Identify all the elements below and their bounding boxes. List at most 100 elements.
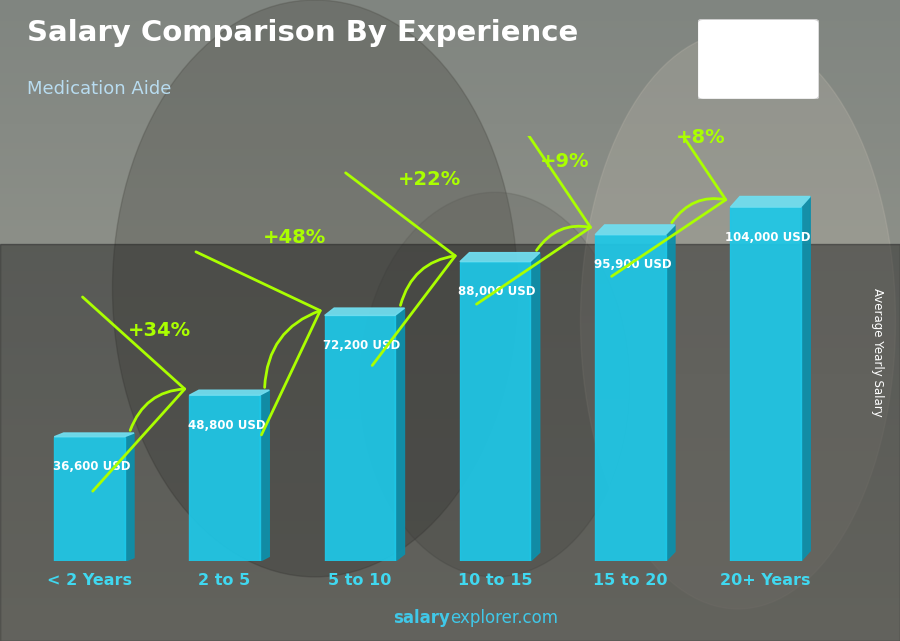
Bar xyxy=(0,622,900,628)
Bar xyxy=(0,71,900,77)
Bar xyxy=(0,109,900,115)
Bar xyxy=(0,147,900,154)
Text: 104,000 USD: 104,000 USD xyxy=(724,231,810,244)
FancyArrowPatch shape xyxy=(196,252,320,435)
Bar xyxy=(0,269,900,276)
Bar xyxy=(0,13,900,19)
Bar xyxy=(0,135,900,141)
Bar xyxy=(711,79,801,83)
Bar xyxy=(731,207,801,562)
Bar xyxy=(0,378,900,385)
Bar xyxy=(190,395,260,562)
Bar xyxy=(0,128,900,135)
Bar xyxy=(0,6,900,13)
Bar xyxy=(0,244,900,641)
Bar xyxy=(0,256,900,263)
FancyBboxPatch shape xyxy=(698,19,819,99)
Text: +22%: +22% xyxy=(398,171,462,189)
Bar xyxy=(0,77,900,83)
Bar xyxy=(0,192,900,199)
Bar xyxy=(711,60,801,65)
Bar xyxy=(0,115,900,122)
Bar xyxy=(0,301,900,308)
Bar xyxy=(0,615,900,622)
Bar xyxy=(0,58,900,64)
Bar xyxy=(0,167,900,173)
Bar xyxy=(0,19,900,26)
Polygon shape xyxy=(801,197,810,562)
Bar xyxy=(0,154,900,160)
Polygon shape xyxy=(530,253,540,562)
Bar xyxy=(0,365,900,372)
Ellipse shape xyxy=(580,32,896,609)
Text: 72,200 USD: 72,200 USD xyxy=(323,339,400,352)
Bar xyxy=(0,570,900,577)
FancyArrowPatch shape xyxy=(346,173,455,365)
Bar xyxy=(0,173,900,179)
Bar xyxy=(711,83,801,88)
Bar xyxy=(0,231,900,237)
Bar xyxy=(0,577,900,583)
Bar xyxy=(0,397,900,404)
Bar xyxy=(0,628,900,635)
Bar xyxy=(0,122,900,128)
Bar xyxy=(325,315,395,562)
Polygon shape xyxy=(460,253,540,262)
Bar xyxy=(0,462,900,468)
Polygon shape xyxy=(325,308,404,315)
Bar xyxy=(0,90,900,96)
Bar xyxy=(0,583,900,590)
Bar xyxy=(0,179,900,186)
Bar xyxy=(0,320,900,327)
Bar xyxy=(0,442,900,449)
FancyArrowPatch shape xyxy=(476,113,590,304)
Bar xyxy=(0,45,900,51)
Ellipse shape xyxy=(112,0,518,577)
Bar xyxy=(0,429,900,436)
Polygon shape xyxy=(124,433,134,562)
Text: +34%: +34% xyxy=(128,320,191,340)
Bar xyxy=(0,26,900,32)
Bar xyxy=(0,564,900,570)
Bar xyxy=(0,333,900,340)
Bar xyxy=(0,186,900,192)
Bar xyxy=(0,64,900,71)
Bar xyxy=(0,32,900,38)
Text: +8%: +8% xyxy=(676,128,725,147)
Bar xyxy=(0,212,900,218)
Bar xyxy=(460,262,530,562)
Bar xyxy=(711,65,801,69)
Polygon shape xyxy=(54,433,134,437)
Bar xyxy=(0,590,900,596)
Text: Salary Comparison By Experience: Salary Comparison By Experience xyxy=(27,19,578,47)
Text: 36,600 USD: 36,600 USD xyxy=(53,460,130,473)
Bar xyxy=(0,513,900,519)
Text: salary: salary xyxy=(393,609,450,627)
Text: +48%: +48% xyxy=(263,228,326,247)
Bar xyxy=(0,244,900,250)
Bar xyxy=(0,449,900,455)
Bar xyxy=(0,468,900,474)
Bar xyxy=(0,532,900,538)
Bar xyxy=(0,558,900,564)
Bar xyxy=(711,32,801,37)
Bar xyxy=(0,295,900,301)
Bar xyxy=(0,51,900,58)
Bar xyxy=(711,46,801,51)
Bar xyxy=(0,83,900,90)
Bar xyxy=(0,391,900,397)
Bar xyxy=(0,224,900,231)
Bar xyxy=(711,88,801,93)
Bar xyxy=(0,288,900,295)
Bar xyxy=(0,609,900,615)
Bar xyxy=(0,404,900,410)
Bar xyxy=(711,69,801,74)
Bar xyxy=(0,551,900,558)
Polygon shape xyxy=(395,308,404,562)
Bar xyxy=(0,494,900,500)
Text: +9%: +9% xyxy=(540,152,590,171)
Bar xyxy=(0,372,900,378)
Text: 95,900 USD: 95,900 USD xyxy=(594,258,671,271)
Bar xyxy=(0,199,900,205)
Bar xyxy=(0,519,900,526)
